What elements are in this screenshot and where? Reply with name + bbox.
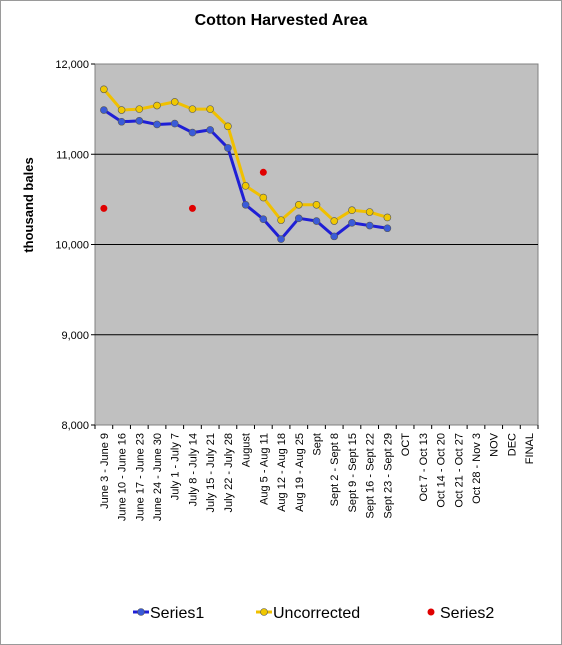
data-point [312, 217, 321, 225]
data-point [153, 120, 161, 129]
data-point [100, 85, 108, 94]
x-tick-label: July 22 - July 28 [223, 433, 235, 512]
legend-swatch-marker [260, 608, 268, 616]
x-tick-label: Sept [312, 433, 324, 456]
y-tick-label: 11,000 [56, 149, 89, 161]
data-point [259, 193, 268, 202]
data-point [330, 217, 339, 225]
x-tick-label: Sept 2 - Sept 8 [329, 433, 341, 506]
data-point [224, 144, 232, 152]
data-point [135, 105, 144, 113]
x-tick-label: DEC [506, 433, 518, 456]
y-tick-label: 9,000 [61, 330, 89, 342]
data-point [312, 200, 321, 209]
legend-item-series1: Series1 [133, 605, 204, 622]
legend: Series1 Uncorrected Series2 [133, 605, 494, 622]
legend-swatch-marker [137, 608, 145, 616]
data-point [100, 204, 108, 212]
x-tick-label: Aug 5 - Aug 11 [258, 433, 270, 505]
data-point [117, 117, 126, 126]
data-point [365, 221, 374, 230]
x-tick-label: June 17 - June 23 [134, 433, 146, 521]
y-tick-label: 8,000 [61, 420, 89, 432]
data-point [294, 200, 303, 209]
gridlines [95, 153, 538, 336]
x-tick-label: Sept 23 - Sept 29 [382, 433, 394, 519]
x-tick-label: Aug 12 - Aug 18 [276, 433, 288, 512]
data-point [259, 168, 267, 176]
series-series1 [100, 106, 392, 243]
data-point [153, 101, 161, 110]
data-point [188, 128, 197, 137]
data-point [294, 214, 303, 223]
data-point [135, 117, 144, 125]
data-point [348, 219, 356, 227]
x-tick-label: Oct 21 - Oct 27 [453, 433, 465, 508]
data-point [383, 224, 392, 233]
x-tick-label: June 10 - June 16 [117, 433, 129, 521]
x-tick-label: August [241, 433, 253, 467]
y-tick-label: 12,000 [55, 59, 89, 71]
legend-label: Uncorrected [273, 605, 360, 622]
x-tick-label: FINAL [524, 433, 536, 464]
y-tick-label: 10,000 [55, 240, 89, 252]
data-point [259, 215, 268, 224]
data-point [188, 105, 197, 113]
data-point [188, 204, 196, 212]
legend-item-uncorrected: Uncorrected [256, 605, 360, 622]
y-axis-ticks: 8,000 9,000 10,000 11,000 12,000 [55, 59, 95, 432]
x-tick-label: July 8 - July 14 [187, 433, 199, 506]
chart-title: Cotton Harvested Area [195, 12, 368, 29]
x-tick-label: Oct 28 - Nov 3 [471, 433, 483, 504]
data-point [100, 106, 108, 114]
x-tick-label: July 1 - July 7 [170, 433, 182, 500]
data-point [117, 106, 126, 114]
x-tick-label: June 3 - June 9 [99, 433, 111, 509]
x-tick-label: Oct 7 - Oct 13 [418, 433, 430, 501]
legend-swatch-marker [427, 608, 435, 616]
data-point [277, 216, 285, 224]
x-tick-label: July 15 - July 21 [205, 433, 217, 512]
series-layer [100, 85, 392, 243]
x-tick-label: Sept 9 - Sept 15 [347, 433, 359, 513]
data-point [170, 119, 179, 128]
x-tick-label: Oct 14 - Oct 20 [436, 433, 448, 508]
y-axis-label: thousand bales [21, 157, 36, 252]
legend-label: Series1 [150, 605, 204, 622]
legend-item-series2: Series2 [427, 605, 494, 622]
data-point [383, 213, 392, 222]
x-axis-ticks: June 3 - June 9 June 10 - June 16 June 17 … [94, 425, 539, 521]
data-point [277, 235, 285, 243]
x-tick-label: Sept 16 - Sept 22 [365, 433, 377, 519]
x-tick-label: Aug 19 - Aug 25 [294, 433, 306, 512]
x-tick-label: NOV [489, 432, 501, 457]
data-point [330, 232, 339, 241]
data-point [365, 208, 374, 216]
data-point [224, 122, 232, 131]
data-point [348, 206, 356, 215]
data-point [241, 182, 250, 190]
x-tick-label: June 24 - June 30 [152, 433, 164, 521]
x-tick-label: OCT [400, 433, 412, 457]
data-point [170, 98, 179, 106]
data-point [206, 126, 214, 134]
data-point [241, 200, 250, 209]
legend-label: Series2 [440, 605, 494, 622]
series-uncorrected [100, 85, 392, 225]
series-series2 [100, 168, 267, 212]
data-point [206, 105, 214, 113]
